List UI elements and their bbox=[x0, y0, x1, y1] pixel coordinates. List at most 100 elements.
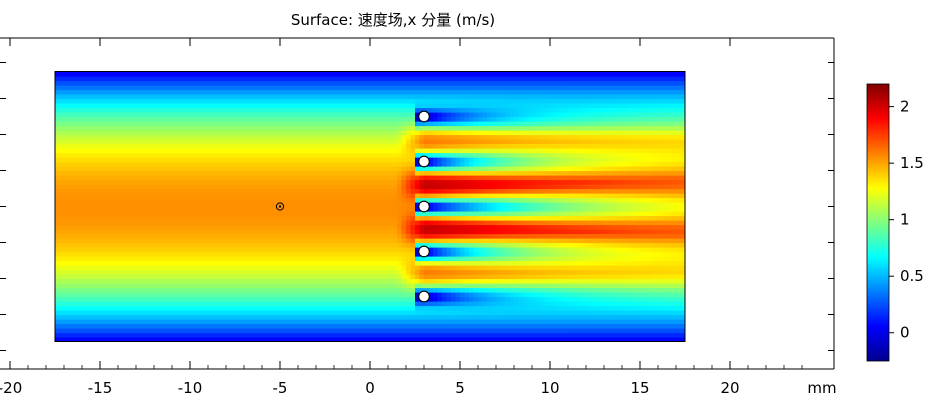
heatmap-cell bbox=[118, 233, 124, 239]
heatmap-cell bbox=[307, 98, 313, 104]
heatmap-cell bbox=[379, 332, 385, 338]
heatmap-cell bbox=[298, 197, 304, 203]
heatmap-cell bbox=[406, 310, 412, 316]
heatmap-cell bbox=[397, 143, 403, 149]
heatmap-cell bbox=[401, 166, 407, 172]
heatmap-cell bbox=[118, 314, 124, 320]
heatmap-cell bbox=[329, 193, 335, 199]
heatmap-cell bbox=[91, 175, 97, 181]
heatmap-cell bbox=[113, 148, 119, 154]
heatmap-cell bbox=[95, 238, 101, 244]
heatmap-cell bbox=[118, 283, 124, 289]
heatmap-cell bbox=[280, 184, 286, 190]
heatmap-cell bbox=[257, 319, 263, 325]
heatmap-cell bbox=[244, 116, 250, 122]
heatmap-cell bbox=[302, 296, 308, 302]
heatmap-cell bbox=[329, 265, 335, 271]
heatmap-cell bbox=[257, 310, 263, 316]
heatmap-cell bbox=[59, 265, 65, 271]
heatmap-cell bbox=[406, 224, 412, 230]
heatmap-cell bbox=[266, 229, 272, 235]
heatmap-cell bbox=[73, 265, 79, 271]
heatmap-cell bbox=[122, 80, 128, 86]
heatmap-cell bbox=[298, 319, 304, 325]
heatmap-cell bbox=[271, 296, 277, 302]
heatmap-cell bbox=[212, 242, 218, 248]
heatmap-cell bbox=[131, 283, 137, 289]
heatmap-cell bbox=[140, 134, 146, 140]
heatmap-cell bbox=[172, 301, 178, 307]
heatmap-cell bbox=[190, 143, 196, 149]
heatmap-cell bbox=[347, 283, 353, 289]
heatmap-cell bbox=[149, 292, 155, 298]
heatmap-cell bbox=[388, 337, 394, 342]
heatmap-cell bbox=[154, 166, 160, 172]
heatmap-cell bbox=[289, 323, 295, 329]
heatmap-cell bbox=[163, 197, 169, 203]
heatmap-cell bbox=[100, 310, 106, 316]
heatmap-cell bbox=[82, 112, 88, 118]
heatmap-cell bbox=[176, 188, 182, 194]
heatmap-cell bbox=[253, 116, 259, 122]
heatmap-cell bbox=[293, 319, 299, 325]
heatmap-cell bbox=[199, 310, 205, 316]
heatmap-cell bbox=[410, 310, 416, 316]
heatmap-cell bbox=[325, 98, 331, 104]
heatmap-cell bbox=[136, 175, 142, 181]
heatmap-cell bbox=[221, 332, 227, 338]
heatmap-cell bbox=[203, 332, 209, 338]
heatmap-cell bbox=[383, 211, 389, 217]
heatmap-cell bbox=[77, 301, 83, 307]
heatmap-cell bbox=[338, 80, 344, 86]
heatmap-cell bbox=[190, 305, 196, 311]
heatmap-cell bbox=[410, 211, 416, 217]
heatmap-cell bbox=[347, 134, 353, 140]
heatmap-cell bbox=[190, 265, 196, 271]
heatmap-cell bbox=[311, 170, 317, 176]
heatmap-cell bbox=[307, 215, 313, 221]
heatmap-cell bbox=[203, 238, 209, 244]
heatmap-cell bbox=[95, 166, 101, 172]
heatmap-cell bbox=[239, 103, 245, 109]
heatmap-cell bbox=[122, 287, 128, 293]
heatmap-cell bbox=[415, 323, 421, 329]
heatmap-cell bbox=[316, 328, 322, 334]
heatmap-cell bbox=[113, 247, 119, 253]
heatmap-cell bbox=[154, 206, 160, 212]
heatmap-cell bbox=[257, 188, 263, 194]
heatmap-cell bbox=[77, 211, 83, 217]
heatmap-cell bbox=[257, 301, 263, 307]
heatmap-cell bbox=[266, 134, 272, 140]
heatmap-cell bbox=[154, 301, 160, 307]
heatmap-cell bbox=[149, 116, 155, 122]
heatmap-cell bbox=[100, 85, 106, 91]
heatmap-cell bbox=[329, 139, 335, 145]
heatmap-cell bbox=[181, 184, 187, 190]
heatmap-cell bbox=[185, 179, 191, 185]
heatmap-cell bbox=[253, 184, 259, 190]
heatmap-cell bbox=[131, 211, 137, 217]
heatmap-cell bbox=[158, 238, 164, 244]
heatmap-cell bbox=[365, 107, 371, 113]
heatmap-cell bbox=[298, 256, 304, 262]
heatmap-cell bbox=[410, 296, 416, 302]
heatmap-cell bbox=[293, 202, 299, 208]
heatmap-cell bbox=[311, 71, 317, 77]
heatmap-cell bbox=[167, 121, 173, 127]
heatmap-cell bbox=[374, 179, 380, 185]
heatmap-cell bbox=[271, 193, 277, 199]
heatmap-cell bbox=[275, 220, 281, 226]
heatmap-cell bbox=[113, 103, 119, 109]
heatmap-cell bbox=[91, 143, 97, 149]
heatmap-cell bbox=[172, 269, 178, 275]
heatmap-cell bbox=[140, 197, 146, 203]
heatmap-cell bbox=[221, 256, 227, 262]
heatmap-cell bbox=[401, 332, 407, 338]
heatmap-cell bbox=[352, 188, 358, 194]
heatmap-cell bbox=[55, 116, 61, 122]
heatmap-cell bbox=[158, 301, 164, 307]
heatmap-cell bbox=[392, 332, 398, 338]
heatmap-cell bbox=[320, 161, 326, 167]
heatmap-cell bbox=[329, 148, 335, 154]
heatmap-cell bbox=[352, 130, 358, 136]
